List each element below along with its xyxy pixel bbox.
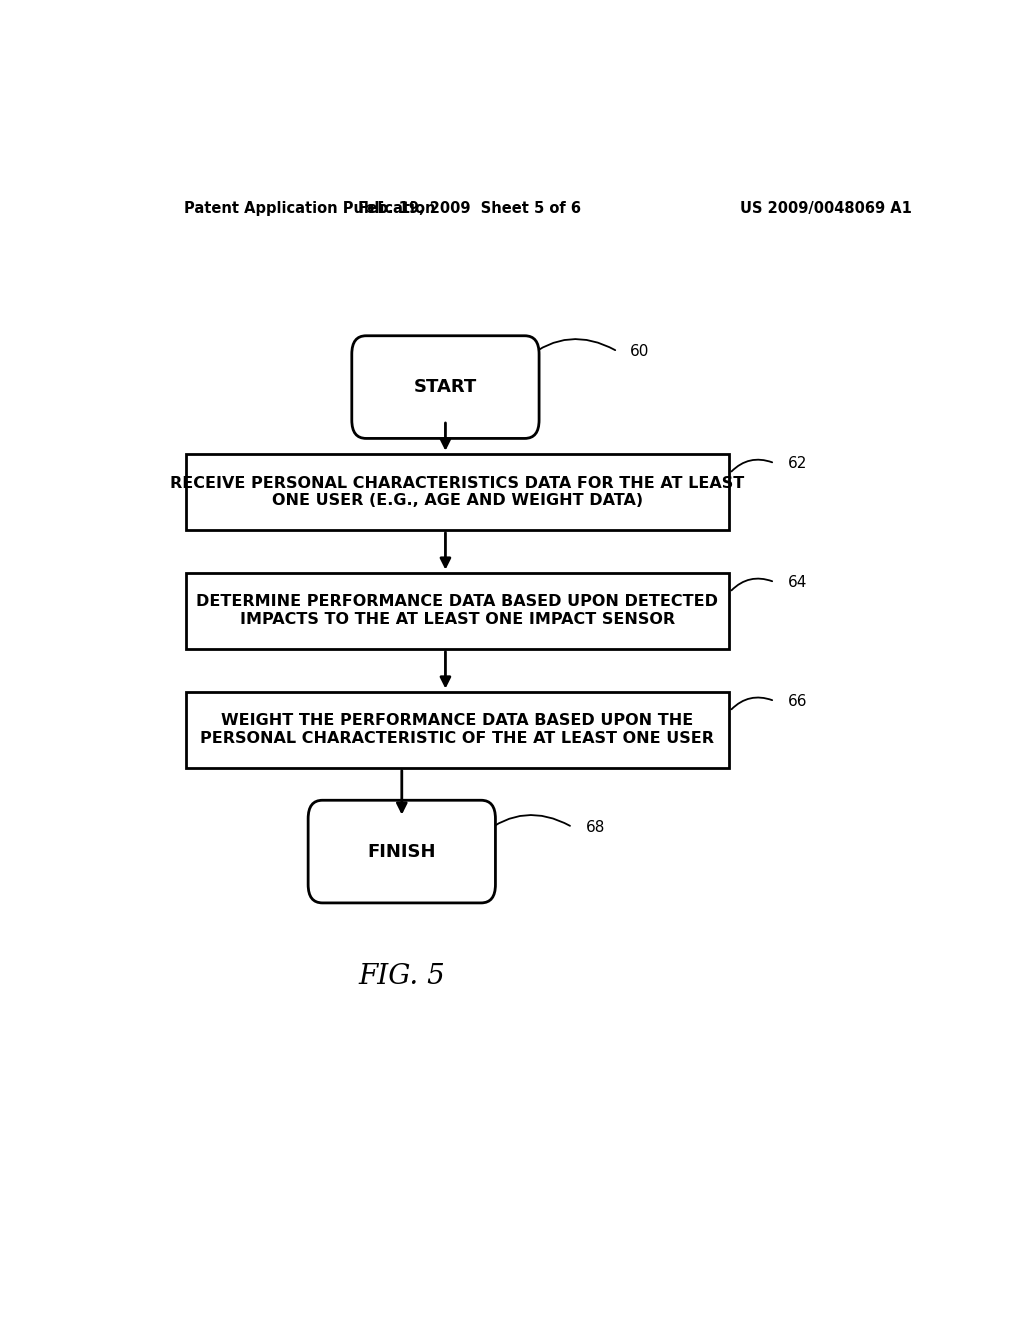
Text: DETERMINE PERFORMANCE DATA BASED UPON DETECTED
IMPACTS TO THE AT LEAST ONE IMPAC: DETERMINE PERFORMANCE DATA BASED UPON DE… [197, 594, 719, 627]
Text: 60: 60 [630, 345, 649, 359]
Text: FINISH: FINISH [368, 842, 436, 861]
Text: RECEIVE PERSONAL CHARACTERISTICS DATA FOR THE AT LEAST
ONE USER (E.G., AGE AND W: RECEIVE PERSONAL CHARACTERISTICS DATA FO… [170, 475, 744, 508]
Text: US 2009/0048069 A1: US 2009/0048069 A1 [740, 201, 912, 216]
FancyBboxPatch shape [308, 800, 496, 903]
FancyBboxPatch shape [352, 335, 539, 438]
Text: WEIGHT THE PERFORMANCE DATA BASED UPON THE
PERSONAL CHARACTERISTIC OF THE AT LEA: WEIGHT THE PERFORMANCE DATA BASED UPON T… [201, 713, 715, 746]
Text: START: START [414, 378, 477, 396]
Bar [185, 692, 729, 768]
Bar [185, 573, 729, 649]
Bar [185, 454, 729, 529]
Text: Feb. 19, 2009  Sheet 5 of 6: Feb. 19, 2009 Sheet 5 of 6 [357, 201, 581, 216]
Text: 68: 68 [586, 820, 605, 834]
Text: 64: 64 [788, 574, 808, 590]
Text: Patent Application Publication: Patent Application Publication [183, 201, 435, 216]
Text: 62: 62 [788, 455, 808, 471]
Text: FIG. 5: FIG. 5 [358, 964, 445, 990]
Text: 66: 66 [788, 693, 808, 709]
